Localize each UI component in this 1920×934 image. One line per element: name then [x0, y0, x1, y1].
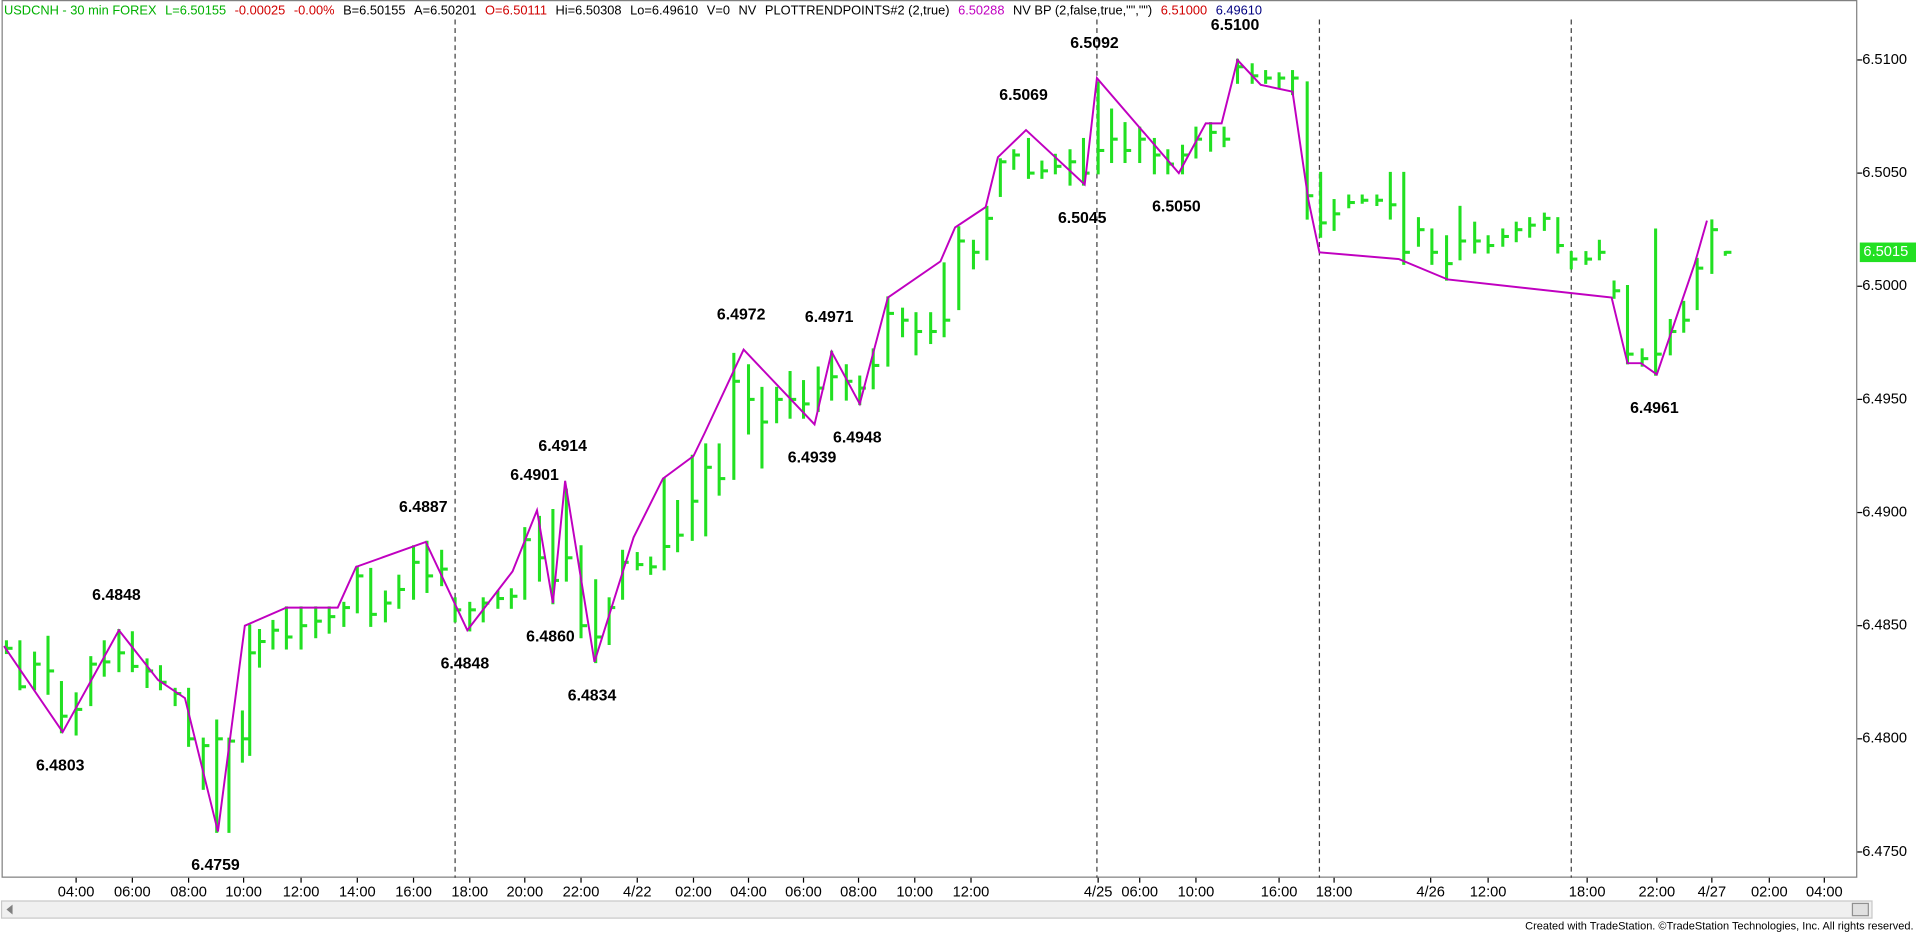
header-item: V=0 — [707, 2, 730, 17]
header-item: O=6.50111 — [485, 2, 547, 17]
pivot-label: 6.4803 — [36, 757, 85, 774]
pivot-label: 6.4948 — [833, 429, 882, 446]
x-tick-label: 10:00 — [1178, 884, 1215, 900]
pivot-label: 6.4834 — [568, 687, 617, 704]
x-tick-label: 12:00 — [1470, 884, 1507, 900]
scrollbar[interactable] — [0, 900, 1873, 919]
pivot-label: 6.4887 — [399, 499, 448, 516]
pivot-label: 6.5092 — [1070, 35, 1119, 52]
x-tick-label: 02:00 — [675, 884, 712, 900]
pivot-label: 6.4939 — [788, 450, 837, 467]
header-item: -0.00025 — [235, 2, 286, 17]
x-tick-label: 16:00 — [395, 884, 432, 900]
pivot-label: 6.5045 — [1058, 210, 1107, 227]
pivot-label: 6.5100 — [1211, 17, 1260, 34]
x-tick-label: 08:00 — [170, 884, 207, 900]
x-tick-label: 02:00 — [1751, 884, 1788, 900]
y-tick-label: 6.5000 — [1862, 278, 1907, 294]
pivot-label: 6.4914 — [538, 438, 587, 455]
pivot-label: 6.4961 — [1630, 400, 1679, 417]
x-tick-label: 4/26 — [1416, 884, 1445, 900]
x-tick-label: 10:00 — [896, 884, 933, 900]
pivot-label: 6.4901 — [510, 467, 559, 484]
scrollbar-thumb[interactable] — [1851, 902, 1869, 917]
pivot-label: 6.4848 — [441, 656, 490, 673]
header-item: 6.49610 — [1216, 2, 1262, 17]
x-tick-label: 04:00 — [1806, 884, 1843, 900]
x-tick-label: 22:00 — [1638, 884, 1675, 900]
header-item: L=6.50155 — [165, 2, 226, 17]
x-tick-label: 06:00 — [785, 884, 822, 900]
x-tick-label: 4/22 — [623, 884, 652, 900]
x-tick-label: 04:00 — [58, 884, 95, 900]
pivot-label: 6.4848 — [92, 587, 141, 604]
header-item: NV BP (2,false,true,"","") — [1013, 2, 1152, 17]
pivot-label: 6.4972 — [717, 307, 766, 324]
price-bars — [4, 58, 1732, 833]
pivot-label: 6.4971 — [805, 309, 854, 326]
x-tick-label: 4/25 — [1084, 884, 1113, 900]
y-tick-label: 6.4950 — [1862, 391, 1907, 407]
pivot-label: 6.5069 — [999, 87, 1048, 104]
header-item: Lo=6.49610 — [630, 2, 698, 17]
header-item: PLOTTRENDPOINTS#2 (2,true) — [765, 2, 950, 17]
header-item: Hi=6.50308 — [556, 2, 622, 17]
header-item: 6.50288 — [958, 2, 1004, 17]
x-tick-label: 06:00 — [114, 884, 151, 900]
x-tick-label: 18:00 — [1569, 884, 1606, 900]
session-separators — [454, 19, 1572, 878]
header-item: -0.00% — [294, 2, 335, 17]
scroll-left[interactable] — [6, 904, 13, 915]
x-tick-label: 20:00 — [506, 884, 543, 900]
last-price-box — [1859, 242, 1917, 263]
trend-zigzag — [3, 58, 1708, 832]
y-tick-label: 6.5050 — [1862, 165, 1907, 181]
pivot-label: 6.4860 — [526, 628, 575, 645]
x-tick-label: 4/27 — [1698, 884, 1727, 900]
x-tick-label: 10:00 — [225, 884, 262, 900]
x-tick-label: 16:00 — [1261, 884, 1298, 900]
y-tick-label: 6.4900 — [1862, 504, 1907, 520]
y-tick-label: 6.4800 — [1862, 731, 1907, 747]
x-tick-label: 08:00 — [840, 884, 877, 900]
header-item: A=6.50201 — [414, 2, 476, 17]
x-tick-label: 12:00 — [953, 884, 990, 900]
x-tick-label: 18:00 — [1316, 884, 1353, 900]
header-item: B=6.50155 — [343, 2, 405, 17]
x-tick-label: 14:00 — [339, 884, 376, 900]
x-tick-label: 22:00 — [563, 884, 600, 900]
x-tick-label: 12:00 — [283, 884, 320, 900]
pivot-label: 6.5050 — [1152, 199, 1201, 216]
y-tick-label: 6.4850 — [1862, 618, 1907, 634]
y-tick-label: 6.5100 — [1862, 52, 1907, 68]
x-tick-label: 18:00 — [451, 884, 488, 900]
header-item: NV — [739, 2, 757, 17]
plot-frame — [1, 0, 1858, 878]
last-price-label: 6.5015 — [1863, 244, 1908, 260]
x-tick-label: 04:00 — [730, 884, 767, 900]
footer: Created with TradeStation. ©TradeStation… — [1525, 921, 1913, 933]
y-tick-label: 6.4750 — [1862, 844, 1907, 860]
pivot-label: 6.4759 — [191, 857, 240, 874]
header-item: 6.51000 — [1161, 2, 1207, 17]
x-tick-label: 06:00 — [1121, 884, 1158, 900]
header-item: USDCNH - 30 min FOREX — [4, 2, 157, 17]
